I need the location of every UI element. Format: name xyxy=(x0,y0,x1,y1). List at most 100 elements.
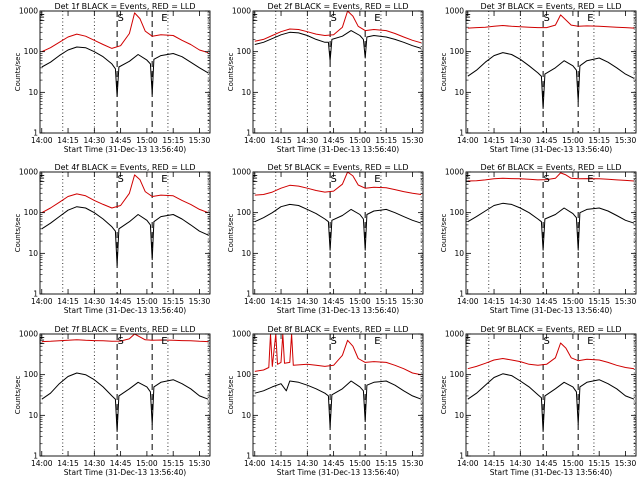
plot-frame xyxy=(39,333,211,457)
plot-frame xyxy=(39,171,211,295)
x-tick-label: 14:00 xyxy=(244,459,266,468)
plot-frame xyxy=(465,333,637,457)
events-series-line xyxy=(254,203,422,251)
x-tick-label: 15:00 xyxy=(562,136,584,145)
lld-series-line xyxy=(41,333,209,343)
y-axis-label: Counts/sec xyxy=(227,214,235,253)
x-tick-label: 15:30 xyxy=(189,459,211,468)
x-tick-label: 15:30 xyxy=(402,136,424,145)
x-tick-label: 14:30 xyxy=(297,136,319,145)
event-marker-label: E xyxy=(374,174,380,185)
event-marker-label: S xyxy=(330,336,336,347)
x-tick-label: 15:30 xyxy=(615,459,637,468)
x-axis-label: Start Time (31-Dec-13 13:56:40) xyxy=(277,468,399,477)
y-tick-label: 10 xyxy=(241,411,251,420)
y-tick-label: 1 xyxy=(459,129,464,138)
x-tick-label: 14:00 xyxy=(244,136,266,145)
y-axis-label: Counts/sec xyxy=(227,376,235,415)
x-tick-label: 14:00 xyxy=(31,136,53,145)
event-marker-label: E xyxy=(161,13,167,24)
y-tick-label: 1000 xyxy=(445,7,464,16)
event-marker-label: E xyxy=(374,336,380,347)
event-marker-label: E xyxy=(161,174,167,185)
x-axis-label: Start Time (31-Dec-13 13:56:40) xyxy=(490,145,612,154)
plot-frame xyxy=(465,10,637,134)
events-series-line xyxy=(254,380,422,429)
x-tick-label: 14:45 xyxy=(323,297,345,306)
lld-series-line xyxy=(41,174,209,214)
chart-title: Det 4f BLACK = Events, RED = LLD xyxy=(54,163,195,172)
x-tick-label: 14:45 xyxy=(110,297,132,306)
y-tick-label: 1 xyxy=(33,129,38,138)
x-tick-label: 14:15 xyxy=(57,136,79,145)
x-tick-label: 14:45 xyxy=(110,136,132,145)
lld-series-line xyxy=(467,342,635,370)
x-tick-label: 15:15 xyxy=(588,136,610,145)
chart-title: Det 5f BLACK = Events, RED = LLD xyxy=(267,163,408,172)
y-tick-label: 1 xyxy=(246,452,251,461)
event-marker-label: E xyxy=(161,336,167,347)
x-tick-label: 14:00 xyxy=(457,297,479,306)
event-marker-label: E xyxy=(587,174,593,185)
event-marker-label: E xyxy=(465,174,471,185)
chart-title: Det 8f BLACK = Events, RED = LLD xyxy=(267,325,408,334)
x-tick-label: 14:45 xyxy=(323,459,345,468)
x-tick-label: 15:00 xyxy=(136,459,158,468)
event-marker-label: E xyxy=(587,13,593,24)
x-tick-label: 15:15 xyxy=(375,297,397,306)
plot-frame xyxy=(252,171,424,295)
chart-panel-5: 1 10 100 1000 14:00 14:15 14:30 14:45 15:00 15:15… xyxy=(227,163,424,315)
y-tick-label: 1000 xyxy=(232,168,251,177)
plot-frame xyxy=(465,171,637,295)
event-marker-label: S xyxy=(543,336,549,347)
event-marker-label: S xyxy=(117,13,123,24)
x-tick-label: 15:15 xyxy=(162,136,184,145)
y-tick-label: 1000 xyxy=(19,7,38,16)
x-tick-label: 15:00 xyxy=(562,459,584,468)
y-tick-label: 1000 xyxy=(445,330,464,339)
y-axis-label: Counts/sec xyxy=(440,214,448,253)
event-marker-label: S xyxy=(117,174,123,185)
x-axis-label: Start Time (31-Dec-13 13:56:40) xyxy=(64,145,186,154)
event-marker-label: E xyxy=(39,13,45,24)
x-tick-label: 14:45 xyxy=(536,136,558,145)
x-tick-label: 14:00 xyxy=(457,136,479,145)
x-tick-label: 15:15 xyxy=(375,136,397,145)
x-tick-label: 14:30 xyxy=(510,297,532,306)
event-marker-label: E xyxy=(252,336,258,347)
chart-panel-3: 1 10 100 1000 14:00 14:15 14:30 14:45 15:00 15:15… xyxy=(440,2,637,154)
events-series-line xyxy=(467,52,635,109)
event-marker-label: E xyxy=(465,13,471,24)
chart-title: Det 3f BLACK = Events, RED = LLD xyxy=(480,2,621,11)
x-tick-label: 15:15 xyxy=(162,459,184,468)
y-tick-label: 1000 xyxy=(232,330,251,339)
events-series-line xyxy=(254,30,422,62)
x-tick-label: 14:30 xyxy=(84,297,106,306)
x-tick-label: 14:15 xyxy=(57,459,79,468)
y-tick-label: 100 xyxy=(450,47,465,56)
x-tick-label: 15:15 xyxy=(588,459,610,468)
chart-title: Det 9f BLACK = Events, RED = LLD xyxy=(480,325,621,334)
chart-title: Det 1f BLACK = Events, RED = LLD xyxy=(54,2,195,11)
event-marker-label: E xyxy=(374,13,380,24)
x-tick-label: 15:15 xyxy=(588,297,610,306)
chart-panel-2: 1 10 100 1000 14:00 14:15 14:30 14:45 15:00 15:15… xyxy=(227,2,424,154)
x-tick-label: 14:15 xyxy=(483,136,505,145)
chart-panel-9: 1 10 100 1000 14:00 14:15 14:30 14:45 15:00 15:15… xyxy=(440,325,637,477)
event-marker-label: S xyxy=(330,13,336,24)
plot-frame xyxy=(252,333,424,457)
x-axis-label: Start Time (31-Dec-13 13:56:40) xyxy=(277,145,399,154)
y-tick-label: 10 xyxy=(28,88,38,97)
y-axis-label: Counts/sec xyxy=(14,376,22,415)
chart-panel-8: 1 10 100 1000 14:00 14:15 14:30 14:45 15:00 15:15… xyxy=(227,325,424,477)
event-marker-label: S xyxy=(330,174,336,185)
events-series-line xyxy=(467,202,635,251)
x-tick-label: 15:00 xyxy=(136,136,158,145)
x-tick-label: 14:30 xyxy=(84,136,106,145)
y-tick-label: 1000 xyxy=(19,330,38,339)
y-tick-label: 1 xyxy=(459,452,464,461)
chart-title: Det 2f BLACK = Events, RED = LLD xyxy=(267,2,408,11)
lld-series-line xyxy=(467,14,635,29)
x-tick-label: 14:00 xyxy=(31,459,53,468)
